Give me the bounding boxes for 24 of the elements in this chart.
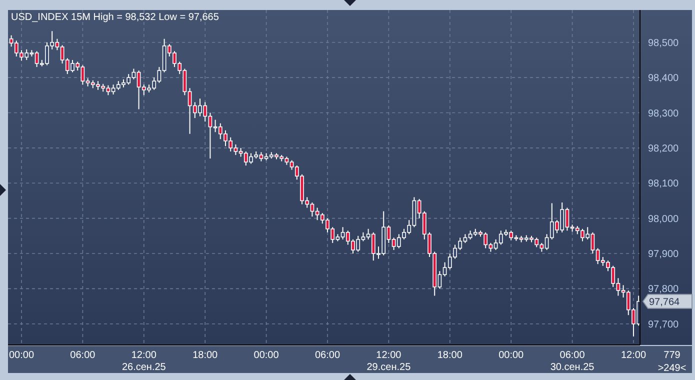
text: 779 <box>664 350 681 361</box>
y-tick-label: 98,000 <box>648 214 680 225</box>
x-tick-label: 18:00 <box>192 350 218 361</box>
x-tick-label: 06:00 <box>70 350 96 361</box>
y-tick-label: 98,100 <box>648 178 680 190</box>
chart-title: USD_INDEX 15M High = 98,532 Low = 97,665 <box>11 12 220 23</box>
x-tick-label: 12:00 <box>620 350 646 361</box>
y-tick-label: 97,800 <box>648 284 680 296</box>
x-tick-label: 06:00 <box>314 350 340 361</box>
x-tick-label: 12:00 26.сен.25 <box>122 350 166 373</box>
text: 97,764 <box>649 296 680 308</box>
y-tick-label: 98,400 <box>648 73 680 84</box>
x-tick-label: 00:00 <box>498 350 524 361</box>
y-tick-label: 98,200 <box>648 143 680 154</box>
text: >249< <box>658 363 686 374</box>
y-tick-label: 98,500 <box>648 38 680 49</box>
x-tick-label: 18:00 <box>437 350 463 361</box>
y-tick-label: 97,900 <box>648 249 680 260</box>
x-tick-label: 00:00 <box>8 350 34 361</box>
x-tick-label: 00:00 <box>254 350 280 361</box>
y-tick-label: 97,700 <box>648 319 680 330</box>
y-tick-label: 98,300 <box>648 108 680 120</box>
x-tick-label: 06:00 30.сен.25 <box>550 350 595 373</box>
x-tick-label: 12:00 29.сен.25 <box>366 350 412 373</box>
